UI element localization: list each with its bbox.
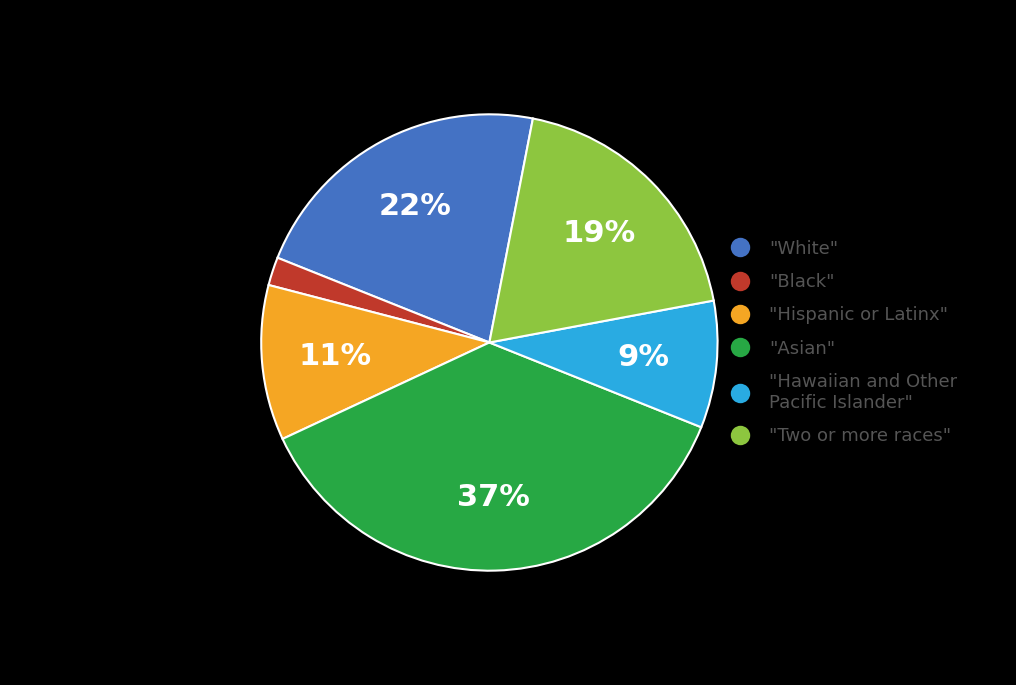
Text: 37%: 37%: [457, 483, 530, 512]
Wedge shape: [268, 258, 490, 342]
Text: 22%: 22%: [379, 192, 451, 221]
Legend: "White", "Black", "Hispanic or Latinx", "Asian", "Hawaiian and Other
Pacific Isl: "White", "Black", "Hispanic or Latinx", …: [713, 231, 966, 454]
Wedge shape: [261, 285, 490, 439]
Text: 19%: 19%: [563, 219, 636, 248]
Wedge shape: [277, 114, 533, 342]
Wedge shape: [490, 301, 717, 427]
Text: 11%: 11%: [299, 342, 372, 371]
Wedge shape: [490, 119, 713, 342]
Wedge shape: [282, 342, 701, 571]
Text: 9%: 9%: [618, 343, 670, 372]
